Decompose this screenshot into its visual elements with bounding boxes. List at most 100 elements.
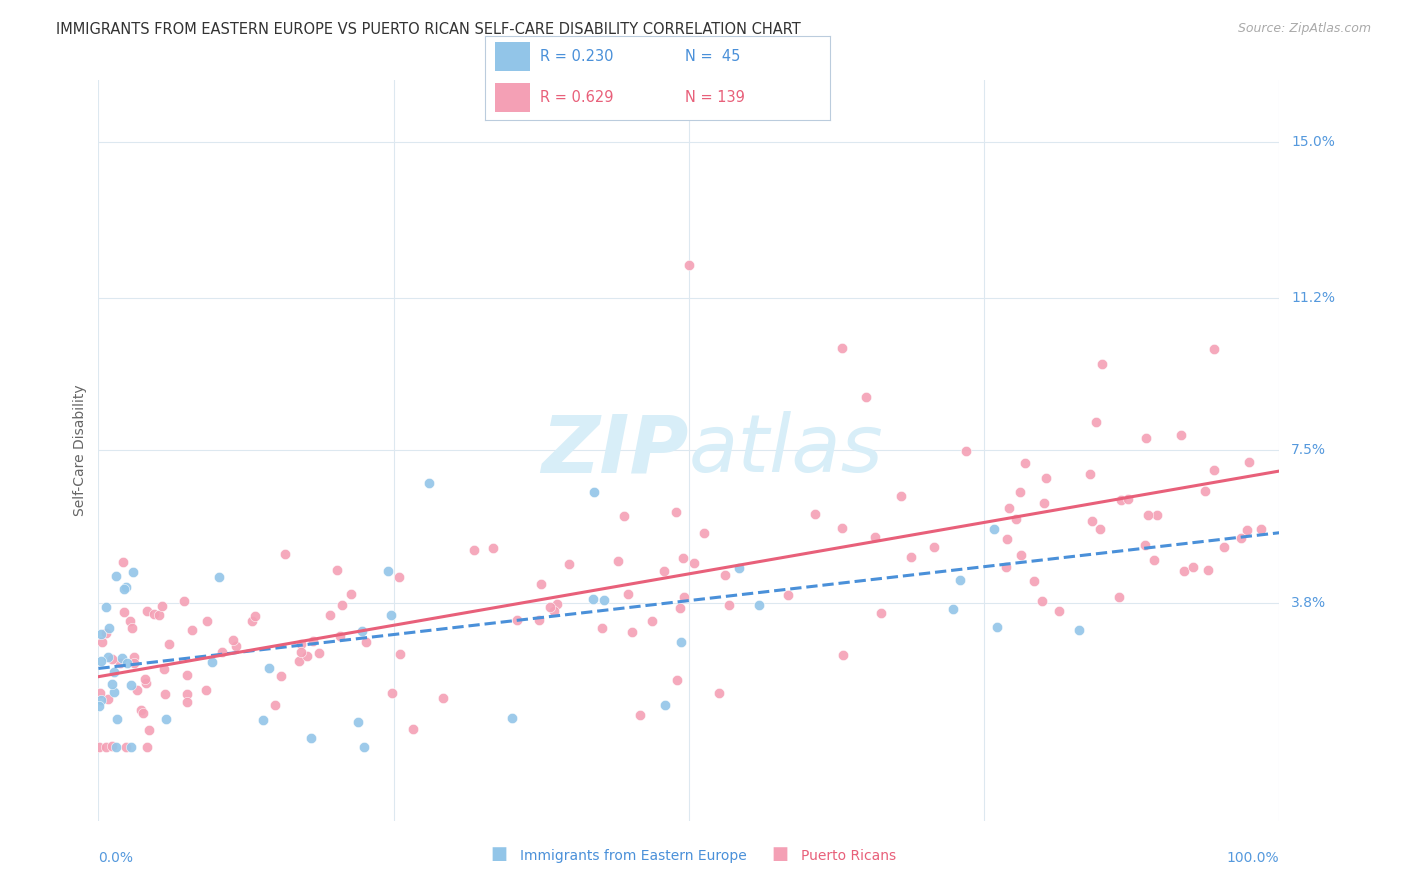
Text: N =  45: N = 45 xyxy=(685,49,740,64)
Point xyxy=(157,637,180,651)
Point xyxy=(122,565,145,579)
Point xyxy=(100,651,122,665)
Point xyxy=(530,577,553,591)
Point xyxy=(330,598,353,612)
Point xyxy=(301,634,323,648)
Text: IMMIGRANTS FROM EASTERN EUROPE VS PUERTO RICAN SELF-CARE DISABILITY CORRELATION : IMMIGRANTS FROM EASTERN EUROPE VS PUERTO… xyxy=(56,22,801,37)
Point xyxy=(134,672,156,686)
Text: 15.0%: 15.0% xyxy=(1291,135,1336,149)
Point xyxy=(432,690,454,705)
Point xyxy=(181,624,204,638)
Point xyxy=(143,607,166,621)
Point xyxy=(1005,512,1028,526)
Point xyxy=(120,739,142,754)
Point xyxy=(1202,463,1225,477)
Point xyxy=(1133,538,1156,552)
Point xyxy=(1078,467,1101,481)
Point xyxy=(240,614,263,628)
Text: R = 0.230: R = 0.230 xyxy=(540,49,613,64)
Point xyxy=(1108,590,1130,604)
Point xyxy=(616,587,638,601)
Point xyxy=(748,599,770,613)
Point xyxy=(654,698,676,713)
Point xyxy=(176,695,198,709)
Point xyxy=(208,570,231,584)
Point xyxy=(804,508,827,522)
Point xyxy=(120,615,142,629)
Point xyxy=(1170,428,1192,442)
Point xyxy=(111,651,134,665)
Point xyxy=(225,639,247,653)
Point xyxy=(654,565,676,579)
Point xyxy=(997,500,1019,515)
Point xyxy=(1088,522,1111,536)
Bar xyxy=(495,43,530,71)
Point xyxy=(1008,484,1031,499)
Point xyxy=(418,476,440,491)
Point xyxy=(1212,540,1234,554)
Point xyxy=(176,687,198,701)
Point xyxy=(942,601,965,615)
Point xyxy=(546,597,568,611)
Text: ■: ■ xyxy=(491,846,508,863)
Point xyxy=(1091,357,1114,371)
Point xyxy=(628,708,651,723)
Point xyxy=(1035,471,1057,485)
Point xyxy=(1182,560,1205,574)
Point xyxy=(340,586,363,600)
Point xyxy=(558,557,581,571)
Point xyxy=(1146,508,1168,522)
Point xyxy=(1049,604,1071,618)
Point xyxy=(1230,531,1253,545)
Point xyxy=(101,739,124,754)
Point xyxy=(90,627,112,641)
Point xyxy=(350,624,373,638)
Point xyxy=(1135,431,1157,445)
Point xyxy=(482,541,505,556)
Point xyxy=(1173,564,1195,578)
Point xyxy=(620,624,643,639)
Point xyxy=(855,390,877,404)
Point xyxy=(1202,342,1225,356)
Point xyxy=(297,648,319,663)
Point xyxy=(717,599,740,613)
Point xyxy=(381,686,404,700)
Point xyxy=(666,673,689,688)
Point xyxy=(347,714,370,729)
Point xyxy=(538,599,561,614)
Point xyxy=(94,600,117,615)
Point xyxy=(353,739,375,754)
Text: R = 0.629: R = 0.629 xyxy=(540,90,613,105)
Point xyxy=(389,648,412,662)
Point xyxy=(90,693,112,707)
Point xyxy=(582,592,605,607)
Point xyxy=(672,590,695,604)
Point xyxy=(115,656,138,670)
Point xyxy=(127,682,149,697)
Point xyxy=(1142,553,1164,567)
Point xyxy=(1194,484,1216,499)
Point xyxy=(299,731,322,746)
Point xyxy=(1067,623,1090,637)
Point xyxy=(543,604,565,618)
Point xyxy=(105,569,128,583)
Point xyxy=(290,637,312,651)
Point xyxy=(195,683,218,698)
Point xyxy=(869,606,891,620)
Point xyxy=(101,677,124,691)
Point xyxy=(506,613,529,627)
Point xyxy=(1085,415,1108,429)
Point xyxy=(326,563,349,577)
Point xyxy=(713,568,735,582)
Point xyxy=(103,665,125,680)
Point xyxy=(173,593,195,607)
Point xyxy=(669,601,692,615)
Bar xyxy=(495,83,530,112)
Point xyxy=(136,739,159,754)
Text: 100.0%: 100.0% xyxy=(1227,851,1279,865)
Point xyxy=(380,608,402,623)
Point xyxy=(593,592,616,607)
Point xyxy=(707,686,730,700)
Point xyxy=(252,713,274,727)
Point xyxy=(727,561,749,575)
